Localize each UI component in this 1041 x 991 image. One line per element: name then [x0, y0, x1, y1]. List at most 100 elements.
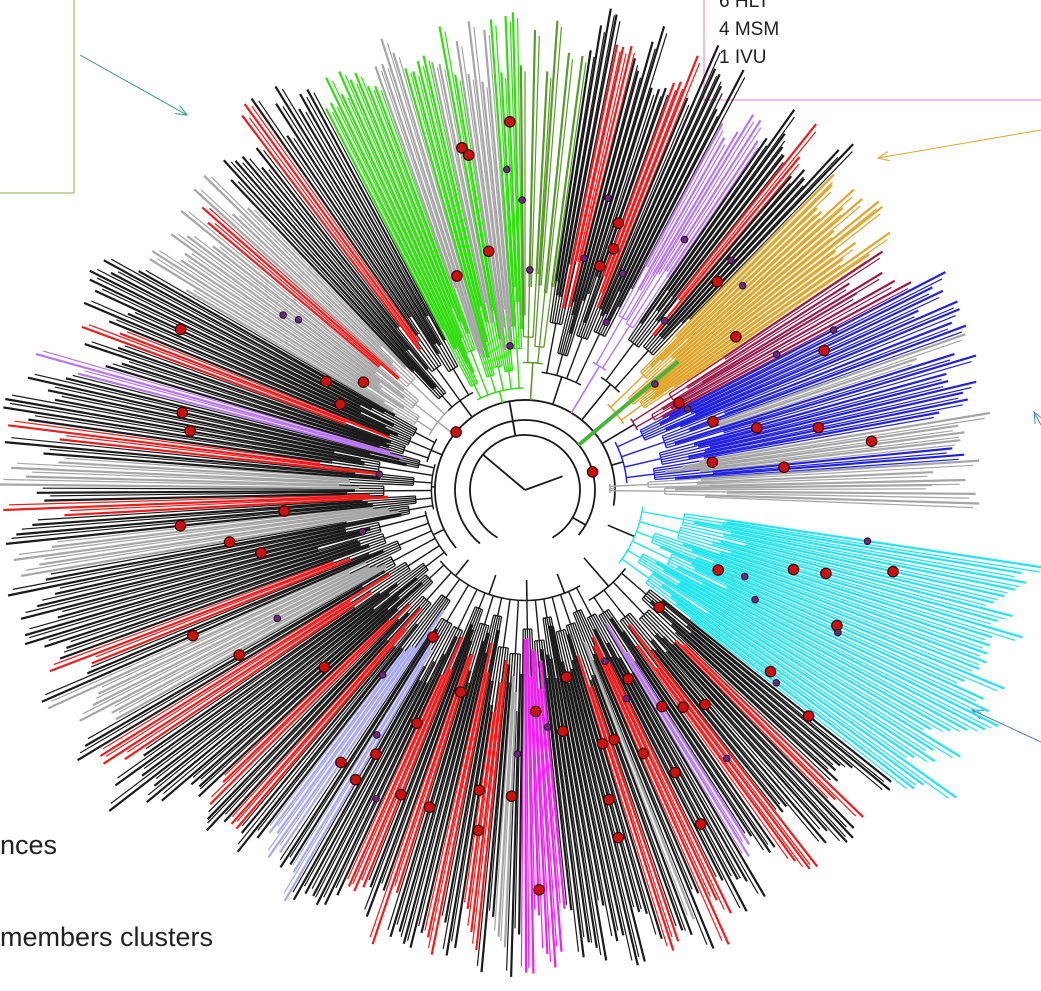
node-marker-red [613, 833, 623, 843]
subclade-stem [557, 355, 563, 376]
leaf-branch [675, 489, 926, 490]
node-marker-purple [619, 270, 626, 277]
subclade-stem [577, 588, 592, 616]
subclade-stem [606, 343, 634, 380]
subclade-stem [437, 368, 461, 401]
subclade-stem [509, 371, 511, 389]
node-marker-red [350, 775, 360, 785]
node-marker-red [657, 701, 667, 711]
node-marker-red [597, 739, 607, 749]
root-arc [470, 435, 580, 538]
node-marker-red [484, 246, 494, 256]
subclade-stem [419, 464, 434, 468]
node-marker-purple [544, 724, 551, 731]
inner-branch [514, 654, 515, 677]
subclade-stem [379, 467, 433, 476]
cyan-clade-arrow [972, 710, 1041, 742]
subclade-stem [622, 559, 649, 579]
leaf-branch [316, 682, 427, 897]
node-marker-red [534, 885, 544, 895]
inner-branch [371, 527, 380, 529]
node-marker-red [674, 398, 684, 408]
backbone-arc [455, 420, 595, 544]
node-marker-purple [379, 672, 386, 679]
inner-branch [665, 494, 705, 495]
inner-branch [551, 617, 553, 627]
clade-stem [584, 558, 609, 586]
inner-branch [370, 495, 384, 496]
subclade-stem [446, 579, 460, 598]
inner-branch [517, 302, 519, 348]
node-marker-purple [504, 166, 511, 173]
node-marker-purple [603, 319, 610, 326]
clade-stem [553, 377, 562, 405]
leaf-branch [727, 492, 976, 494]
subclade-stem [417, 421, 432, 431]
node-marker-red [604, 795, 614, 805]
clade-stem [612, 462, 624, 465]
node-marker-red [473, 825, 483, 835]
root-branch [483, 455, 525, 490]
node-marker-purple [359, 528, 366, 535]
node-marker-purple [723, 755, 730, 762]
inner-branch [523, 629, 524, 674]
leaf-branch [525, 639, 526, 972]
subclade-arc [626, 324, 633, 328]
subclade-stem [409, 506, 433, 510]
subclade-stem [410, 441, 432, 450]
inner-branch [530, 629, 532, 677]
node-marker-red [712, 276, 722, 286]
node-marker-red [670, 767, 680, 777]
subclade-stem [498, 598, 502, 616]
subclade-stem [640, 522, 680, 533]
node-marker-purple [739, 282, 746, 289]
subclade-stem [527, 601, 528, 630]
node-marker-red [813, 422, 823, 432]
node-marker-red [608, 244, 618, 254]
node-marker-red [866, 436, 876, 446]
node-marker-red [424, 802, 434, 812]
subclade-stem [474, 385, 481, 399]
subclade-stem [528, 337, 529, 363]
subclade-stem [622, 573, 647, 594]
subclade-stem [535, 600, 539, 641]
node-marker-purple [681, 236, 688, 243]
subclade-stem [617, 435, 642, 447]
node-marker-purple [374, 732, 381, 739]
top-left-callout-box [0, 0, 74, 193]
node-marker-red [561, 672, 571, 682]
node-marker-purple [728, 257, 735, 264]
node-marker-red [613, 218, 623, 228]
callout-line-ivu: 1 IVU [719, 44, 779, 72]
node-marker-red [765, 667, 775, 677]
node-marker-purple [605, 195, 612, 202]
subclade-stem [479, 593, 485, 608]
node-marker-purple [864, 538, 871, 545]
subclade-stem [624, 459, 661, 468]
node-marker-red [821, 568, 831, 578]
inner-branch [549, 617, 551, 625]
node-marker-red [177, 407, 187, 417]
subclade-stem [544, 599, 547, 618]
node-marker-red [321, 376, 331, 386]
node-marker-purple [752, 596, 759, 603]
subclade-stem [552, 597, 561, 631]
subclade-stem [642, 512, 684, 520]
callout-line-hlt: 6 HLT [719, 0, 779, 16]
node-marker-red [428, 632, 438, 642]
node-marker-red [803, 711, 813, 721]
node-marker-red [587, 467, 597, 477]
subclade-stem [576, 334, 599, 383]
inner-branch [535, 641, 536, 651]
subclade-stem [561, 595, 571, 625]
subclade-stem [610, 491, 665, 492]
subclade-stem [538, 347, 540, 363]
node-marker-red [888, 566, 898, 576]
subclade-stem [626, 474, 654, 478]
node-marker-red [708, 416, 718, 426]
root-branch [525, 476, 563, 490]
inner-branch [347, 493, 384, 494]
subclade-stem [613, 582, 644, 615]
subclade-arc [669, 394, 673, 400]
inner-branch [655, 478, 675, 480]
